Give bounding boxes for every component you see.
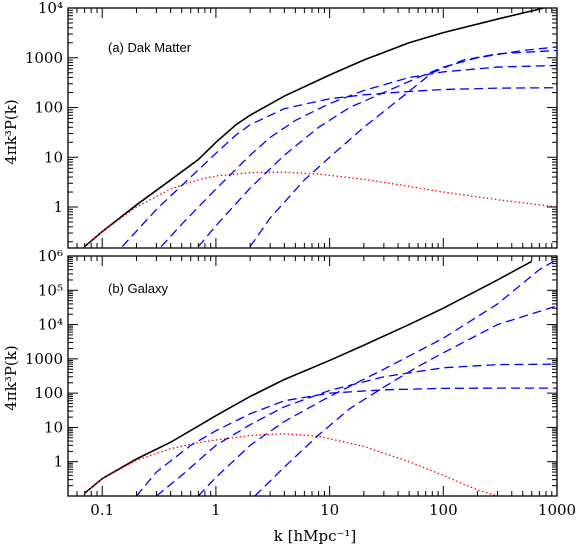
x-tick-label: 1000 <box>538 501 576 519</box>
dotted-power-line <box>84 171 557 248</box>
dashed-power-line-2 <box>135 387 557 496</box>
dashed-power-line-4 <box>197 46 557 248</box>
y-tick-label: 100 <box>34 99 63 117</box>
dashed-power-line-2 <box>121 87 557 248</box>
panel-a-annotation: (a) Dak Matter <box>108 40 192 55</box>
dotted-power-line <box>84 432 498 496</box>
panel-b-plot-area: 1 10 100 1000 10⁴ 10⁵ 10⁶ 0.1 1 10 100 1000 <box>25 247 576 519</box>
panel-a-y-axis-label: 4πk³P(k) <box>2 99 20 164</box>
y-tick-label: 100 <box>34 384 63 402</box>
dashed-power-line-4 <box>197 258 557 496</box>
dashed-power-line-5 <box>254 305 557 496</box>
x-tick-label: 10 <box>320 501 339 519</box>
y-tick-label: 1000 <box>25 350 63 368</box>
y-tick-label: 10 <box>44 418 63 436</box>
total-power-line <box>84 260 533 494</box>
panel-a-dark-matter: 1 10 100 1000 10⁴ (a) Dak Matter 4πk³P(k) <box>2 0 558 249</box>
panel-b-galaxy: 1 10 100 1000 10⁴ 10⁵ 10⁶ 0.1 1 10 100 1000 (b) Gal… <box>2 247 576 519</box>
panel-b-y-axis-label: 4πk³P(k) <box>2 345 20 410</box>
x-tick-label: 0.1 <box>90 501 114 519</box>
y-tick-label: 1 <box>53 453 63 471</box>
panel-a-plot-area: 1 10 100 1000 10⁴ <box>25 0 558 249</box>
panel-a-series-group <box>84 8 557 248</box>
panel-b-annotation: (b) Galaxy <box>108 281 168 296</box>
y-tick-label: 1000 <box>25 49 63 67</box>
dashed-power-line-5 <box>249 49 557 247</box>
y-tick-label: 10⁶ <box>38 247 63 265</box>
panel-b-series-group <box>84 258 557 496</box>
y-tick-label: 10 <box>44 148 63 166</box>
y-tick-label: 1 <box>53 198 63 216</box>
y-tick-label: 10⁵ <box>38 281 63 299</box>
x-tick-label: 1 <box>211 501 221 519</box>
x-axis-label: k [hMpc⁻¹] <box>274 527 357 545</box>
total-power-line <box>84 8 547 248</box>
y-tick-label: 10⁴ <box>38 0 63 17</box>
y-tick-label: 10⁴ <box>38 316 63 334</box>
x-tick-label: 100 <box>429 501 458 519</box>
dashed-power-line-3 <box>160 64 557 248</box>
